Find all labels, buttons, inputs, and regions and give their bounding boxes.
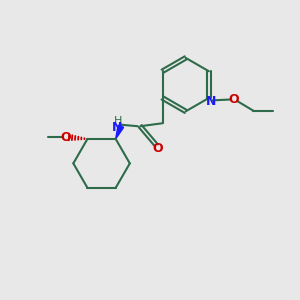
Text: N: N <box>206 95 216 108</box>
Text: O: O <box>229 93 239 106</box>
Text: H: H <box>114 116 122 126</box>
Text: O: O <box>61 131 71 144</box>
Text: O: O <box>153 142 164 155</box>
Text: N: N <box>112 121 122 134</box>
Polygon shape <box>116 125 124 139</box>
